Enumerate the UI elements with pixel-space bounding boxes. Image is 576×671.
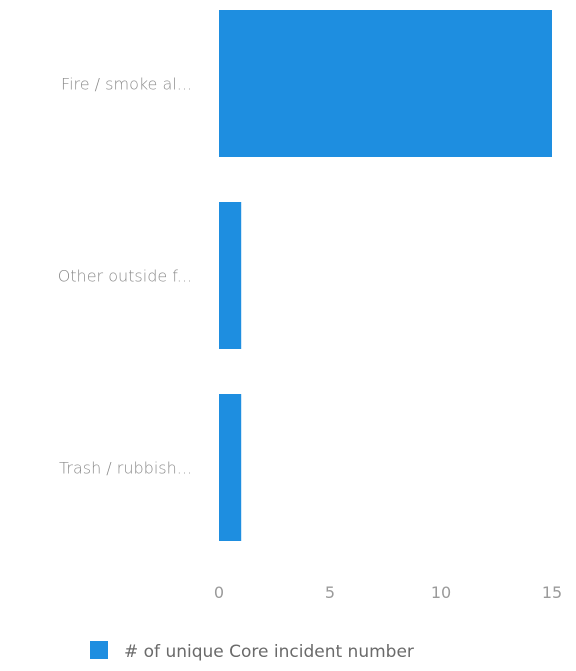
legend[interactable]: # of unique Core incident number xyxy=(90,641,414,662)
category-label-2: Other outside f... xyxy=(58,267,192,286)
category-labels: Fire / smoke al... Other outside f... Tras… xyxy=(58,75,192,478)
x-tick-label-5: 5 xyxy=(325,583,335,602)
category-label-3: Trash / rubbish... xyxy=(59,459,192,478)
bars-layer xyxy=(219,10,552,541)
legend-swatch xyxy=(90,641,108,659)
bar-3[interactable] xyxy=(219,394,242,541)
category-label-1: Fire / smoke al... xyxy=(61,75,192,94)
bar-1[interactable] xyxy=(219,10,552,157)
x-axis-tick-labels: 0 5 10 15 xyxy=(214,583,562,602)
x-tick-label-15: 15 xyxy=(542,583,562,602)
bar-2[interactable] xyxy=(219,202,242,349)
x-tick-label-0: 0 xyxy=(214,583,224,602)
x-tick-label-10: 10 xyxy=(431,583,451,602)
legend-label: # of unique Core incident number xyxy=(124,642,414,662)
